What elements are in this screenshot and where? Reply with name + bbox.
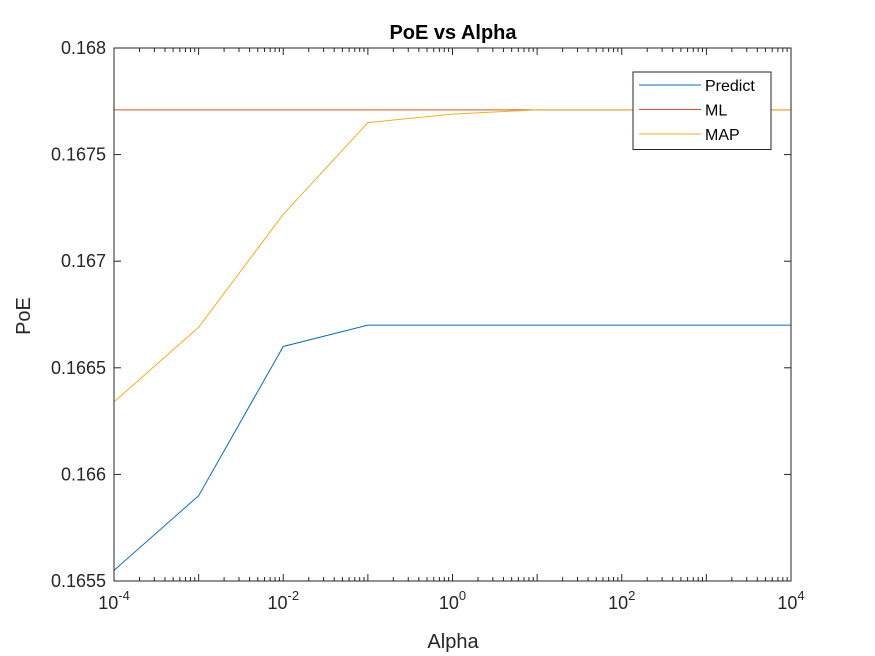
y-axis-label: PoE — [13, 297, 35, 335]
x-tick-label: 102 — [608, 588, 635, 613]
plot-area: 10-4 10-2 100 102 104 0.1655 0.166 0.1665 0.167 0… — [51, 38, 805, 613]
y-tick-label: 0.168 — [61, 38, 106, 58]
x-tick-label: 100 — [439, 588, 466, 613]
chart-title: PoE vs Alpha — [389, 22, 517, 44]
y-tick-label: 0.1675 — [51, 145, 106, 165]
x-tick-label: 104 — [777, 588, 804, 613]
series-line-predict — [113, 324, 791, 571]
legend: Predict ML MAP — [632, 71, 772, 150]
legend-label-map: MAP — [705, 127, 740, 144]
x-axis-label: Alpha — [427, 631, 479, 653]
x-tick-label: 10-2 — [267, 588, 299, 613]
y-tick-label: 0.166 — [61, 464, 106, 484]
y-tick-label: 0.1665 — [51, 358, 106, 378]
y-tick-label: 0.1655 — [51, 571, 106, 591]
y-tick-label: 0.167 — [61, 251, 106, 271]
legend-label-ml: ML — [705, 103, 727, 120]
legend-label-predict: Predict — [705, 78, 755, 95]
x-tick-label: 10-4 — [98, 588, 130, 613]
